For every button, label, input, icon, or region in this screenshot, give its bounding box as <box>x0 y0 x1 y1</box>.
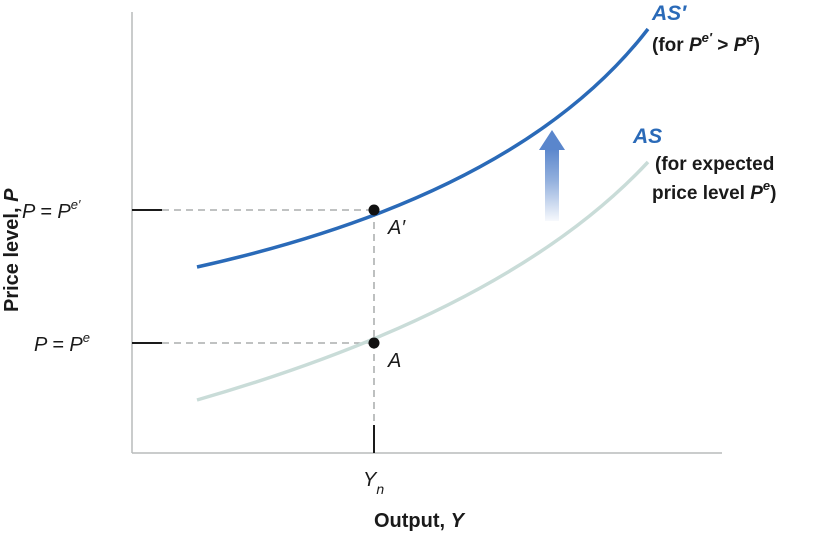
curve-as-shifted-name: AS′ <box>651 2 687 25</box>
curve-as-original <box>196 160 650 402</box>
x-tick-label-yn: Yn <box>363 469 384 497</box>
point-a <box>368 337 380 349</box>
upward-shift-arrow <box>539 130 565 221</box>
point-a-label: A <box>387 350 401 372</box>
curve-as-shifted-note: (for Pe′ > Pe) <box>652 30 760 56</box>
point-a-prime-label: A′ <box>387 217 406 239</box>
curve-as-shifted <box>196 27 650 269</box>
y-axis-title: Price level, P <box>1 188 23 312</box>
point-a-prime <box>368 204 380 216</box>
x-axis-title: Output, Y <box>374 510 466 532</box>
curve-as-original-note-line1: (for expected <box>655 154 774 175</box>
price-level-upper-label: P = Pe′ <box>22 197 81 223</box>
curve-as-original-note-line2: price level Pe) <box>652 178 776 204</box>
curve-as-original-name: AS <box>632 125 662 148</box>
price-level-lower-label: P = Pe <box>34 330 90 356</box>
